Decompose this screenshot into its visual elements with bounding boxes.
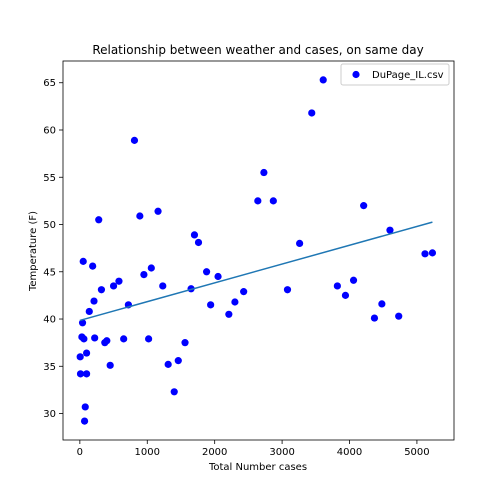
data-point	[91, 334, 99, 342]
y-tick-label: 35	[43, 362, 56, 373]
data-point	[283, 286, 292, 294]
data-point	[82, 349, 91, 357]
data-point	[97, 286, 106, 294]
trend-line	[79, 221, 433, 322]
axes: 0 1000 2000 3000 4000 5000 30 35 40 45 50 55 60 65	[43, 60, 455, 458]
y-tick-label: 45	[43, 267, 56, 278]
data-point	[82, 370, 91, 378]
data-point	[90, 297, 98, 305]
data-point	[190, 231, 199, 239]
x-tick-label: 1000	[135, 447, 160, 458]
data-point	[115, 277, 123, 285]
plot-frame	[62, 60, 455, 441]
data-point	[341, 291, 350, 299]
data-point	[76, 370, 85, 378]
x-tick-label: 5000	[404, 447, 429, 458]
data-point	[80, 335, 88, 343]
y-tick-label: 65	[43, 78, 56, 89]
legend: DuPage_IL.csv	[340, 63, 450, 86]
data-point	[231, 298, 239, 306]
x-tick-label: 0	[77, 447, 83, 458]
y-tick-label: 50	[43, 220, 56, 231]
data-point	[260, 168, 268, 177]
legend-label: DuPage_IL.csv	[372, 70, 444, 81]
legend-marker	[352, 70, 360, 79]
y-tick-label: 55	[43, 173, 56, 184]
data-point	[159, 282, 167, 290]
y-axis-title: Temperature (F)	[28, 211, 39, 292]
data-point	[147, 264, 155, 272]
data-point	[85, 307, 93, 316]
data-point	[349, 276, 358, 284]
data-point	[164, 360, 172, 368]
data-point	[240, 288, 248, 296]
data-point	[109, 282, 118, 290]
data-point	[370, 314, 379, 322]
data-point	[136, 212, 144, 220]
data-point	[360, 202, 368, 210]
data-point	[308, 109, 316, 117]
data-point	[174, 357, 182, 365]
data-point	[78, 319, 87, 327]
y-tick-label: 60	[43, 125, 56, 136]
data-point	[333, 282, 341, 290]
data-point	[225, 310, 233, 318]
x-tick-label: 3000	[269, 447, 294, 458]
data-point	[207, 301, 215, 309]
data-point	[421, 250, 429, 258]
data-point	[395, 312, 403, 320]
data-point	[81, 403, 89, 411]
data-point	[181, 339, 189, 347]
y-tick-label: 30	[43, 409, 56, 420]
data-point	[214, 272, 222, 281]
legend-box	[340, 63, 450, 86]
data-point	[95, 216, 103, 224]
data-point	[103, 337, 111, 345]
data-point	[140, 271, 148, 279]
data-point	[378, 300, 386, 308]
data-point	[202, 268, 211, 276]
data-point	[89, 262, 97, 270]
data-point	[269, 197, 277, 205]
x-tick-label: 4000	[337, 447, 362, 458]
data-point	[319, 76, 327, 84]
x-axis-title: Total Number cases	[208, 462, 307, 473]
data-point	[154, 207, 162, 215]
data-point	[194, 238, 203, 247]
data-point	[145, 335, 153, 343]
data-point	[254, 197, 262, 205]
plot-area	[76, 76, 437, 425]
data-point	[106, 361, 114, 369]
data-point	[120, 335, 128, 343]
x-tick-label: 2000	[202, 447, 227, 458]
y-tick-label: 40	[43, 315, 56, 326]
data-point	[80, 417, 89, 425]
data-point	[130, 136, 139, 144]
data-point	[79, 257, 87, 265]
data-point	[296, 239, 304, 248]
data-point	[428, 249, 437, 257]
chart-title: Relationship between weather and cases, …	[92, 43, 423, 57]
data-point	[170, 388, 178, 396]
data-point	[76, 353, 84, 361]
data-point	[386, 226, 394, 234]
